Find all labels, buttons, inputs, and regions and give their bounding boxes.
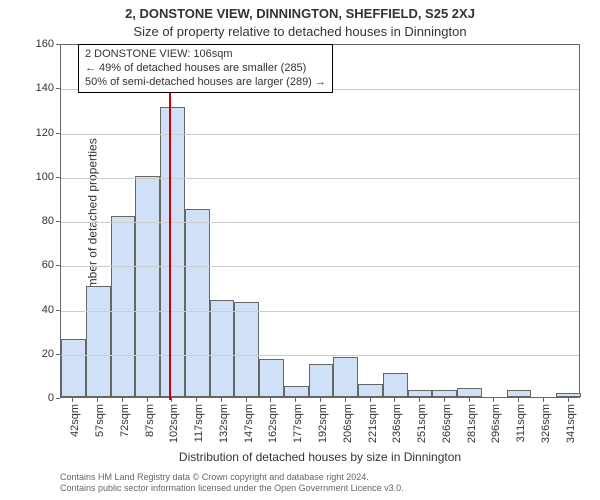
histogram-bar	[86, 286, 111, 397]
histogram-bar	[408, 390, 433, 397]
y-tick-mark	[56, 221, 60, 222]
x-tick-label: 147sqm	[243, 404, 255, 450]
y-tick-label: 140	[14, 82, 54, 94]
grid-line	[61, 311, 579, 312]
x-tick-mark	[419, 398, 420, 402]
histogram-bar	[234, 302, 259, 397]
x-tick-mark	[444, 398, 445, 402]
x-tick-mark	[543, 398, 544, 402]
y-tick-mark	[56, 88, 60, 89]
x-tick-mark	[518, 398, 519, 402]
y-tick-mark	[56, 44, 60, 45]
x-tick-mark	[171, 398, 172, 402]
y-tick-label: 40	[14, 304, 54, 316]
histogram-bar	[556, 393, 581, 397]
x-tick-label: 296sqm	[490, 404, 502, 450]
y-tick-label: 160	[14, 38, 54, 50]
y-tick-mark	[56, 398, 60, 399]
attribution-line1: Contains HM Land Registry data © Crown c…	[60, 472, 580, 483]
y-tick-label: 0	[14, 392, 54, 404]
y-tick-mark	[56, 133, 60, 134]
y-tick-mark	[56, 265, 60, 266]
x-tick-label: 192sqm	[317, 404, 329, 450]
y-tick-label: 80	[14, 215, 54, 227]
x-tick-label: 311sqm	[515, 404, 527, 450]
histogram-bar	[61, 339, 86, 397]
x-tick-label: 132sqm	[218, 404, 230, 450]
y-tick-label: 60	[14, 259, 54, 271]
y-tick-mark	[56, 177, 60, 178]
bars-layer	[61, 45, 579, 397]
x-tick-mark	[221, 398, 222, 402]
callout-box: 2 DONSTONE VIEW: 106sqm ← 49% of detache…	[78, 44, 333, 93]
histogram-bar	[185, 209, 210, 397]
histogram-bar	[210, 300, 235, 397]
histogram-bar	[507, 390, 532, 397]
y-tick-label: 20	[14, 348, 54, 360]
grid-line	[61, 266, 579, 267]
callout-line3: 50% of semi-detached houses are larger (…	[85, 76, 326, 90]
x-tick-label: 162sqm	[267, 404, 279, 450]
grid-line	[61, 134, 579, 135]
x-tick-mark	[370, 398, 371, 402]
x-tick-label: 42sqm	[69, 404, 81, 450]
chart-subtitle: Size of property relative to detached ho…	[0, 24, 600, 39]
grid-line	[61, 178, 579, 179]
histogram-bar	[111, 216, 136, 397]
x-tick-mark	[469, 398, 470, 402]
x-tick-mark	[345, 398, 346, 402]
x-tick-mark	[196, 398, 197, 402]
x-tick-label: 102sqm	[168, 404, 180, 450]
y-tick-mark	[56, 310, 60, 311]
callout-line2: ← 49% of detached houses are smaller (28…	[85, 62, 326, 76]
x-tick-mark	[320, 398, 321, 402]
histogram-bar	[432, 390, 457, 397]
x-tick-label: 177sqm	[292, 404, 304, 450]
x-tick-mark	[147, 398, 148, 402]
histogram-bar	[284, 386, 309, 397]
x-tick-label: 72sqm	[119, 404, 131, 450]
x-tick-label: 266sqm	[441, 404, 453, 450]
chart-container: 2, DONSTONE VIEW, DINNINGTON, SHEFFIELD,…	[0, 0, 600, 500]
plot-area	[60, 44, 580, 398]
x-tick-mark	[568, 398, 569, 402]
histogram-bar	[383, 373, 408, 397]
x-tick-label: 206sqm	[342, 404, 354, 450]
y-tick-label: 120	[14, 127, 54, 139]
grid-line	[61, 222, 579, 223]
x-tick-label: 251sqm	[416, 404, 428, 450]
x-tick-label: 87sqm	[144, 404, 156, 450]
grid-line	[61, 355, 579, 356]
y-tick-mark	[56, 354, 60, 355]
x-axis-label: Distribution of detached houses by size …	[60, 450, 580, 464]
histogram-bar	[333, 357, 358, 397]
x-tick-mark	[270, 398, 271, 402]
x-tick-mark	[72, 398, 73, 402]
x-tick-label: 326sqm	[540, 404, 552, 450]
histogram-bar	[358, 384, 383, 397]
callout-line1: 2 DONSTONE VIEW: 106sqm	[85, 48, 326, 62]
histogram-bar	[135, 176, 160, 397]
x-tick-mark	[394, 398, 395, 402]
x-tick-label: 221sqm	[367, 404, 379, 450]
histogram-bar	[160, 107, 185, 397]
x-tick-label: 57sqm	[94, 404, 106, 450]
x-tick-label: 281sqm	[466, 404, 478, 450]
x-tick-mark	[493, 398, 494, 402]
histogram-bar	[309, 364, 334, 397]
histogram-bar	[259, 359, 284, 397]
x-tick-mark	[246, 398, 247, 402]
x-tick-label: 341sqm	[565, 404, 577, 450]
histogram-bar	[457, 388, 482, 397]
x-tick-label: 236sqm	[391, 404, 403, 450]
chart-title: 2, DONSTONE VIEW, DINNINGTON, SHEFFIELD,…	[0, 6, 600, 21]
property-marker-line	[169, 44, 171, 400]
x-tick-mark	[122, 398, 123, 402]
y-tick-label: 100	[14, 171, 54, 183]
attribution-line2: Contains public sector information licen…	[60, 483, 580, 494]
x-tick-label: 117sqm	[193, 404, 205, 450]
x-tick-mark	[97, 398, 98, 402]
attribution: Contains HM Land Registry data © Crown c…	[60, 472, 580, 494]
x-tick-mark	[295, 398, 296, 402]
